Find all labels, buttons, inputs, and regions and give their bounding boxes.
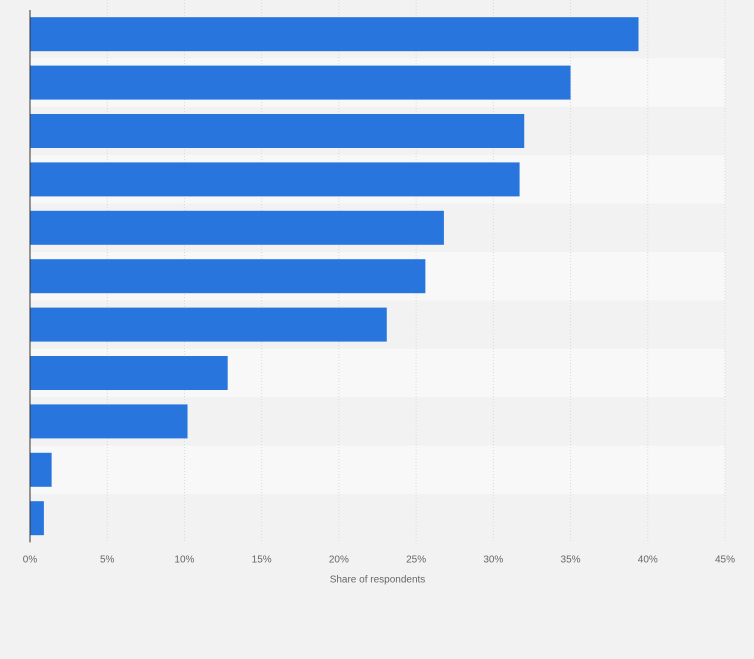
x-tick-labels: 0% 5% 10% 15% 20% 25% 30% 35% 40% 45% — [23, 554, 735, 565]
bar — [30, 501, 44, 536]
x-tick-label: 30% — [483, 554, 503, 565]
bar — [30, 404, 188, 439]
bar — [30, 452, 52, 487]
x-tick-label: 40% — [638, 554, 658, 565]
bar — [30, 17, 639, 52]
bar — [30, 65, 571, 100]
x-tick-label: 15% — [252, 554, 272, 565]
bar — [30, 162, 520, 197]
bar — [30, 259, 426, 294]
x-tick-label: 10% — [174, 554, 194, 565]
bar — [30, 210, 444, 245]
x-tick-label: 25% — [406, 554, 426, 565]
bars — [30, 17, 639, 536]
x-tick-label: 35% — [561, 554, 581, 565]
x-tick-label: 0% — [23, 554, 38, 565]
row-band — [30, 445, 725, 494]
x-tick-label: 20% — [329, 554, 349, 565]
x-tick-label: 5% — [100, 554, 115, 565]
x-axis-title: Share of respondents — [330, 574, 426, 585]
bar — [30, 356, 228, 390]
x-tick-label: 45% — [715, 554, 735, 565]
bar — [30, 307, 387, 342]
row-band — [30, 494, 725, 543]
bar — [30, 114, 525, 148]
